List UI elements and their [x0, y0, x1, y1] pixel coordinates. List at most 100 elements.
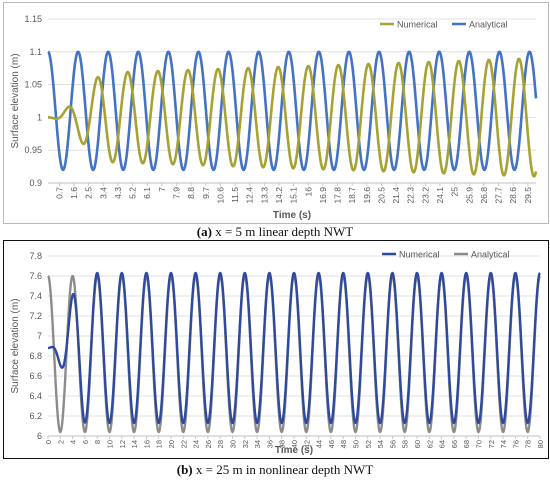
x-tick-label-b-21: 42 [302, 440, 311, 448]
x-tick-label-a-16: 15.1 [289, 187, 299, 204]
y-tick-label-b-6: 7.2 [29, 311, 42, 321]
y-tick-label-b-9: 7.8 [29, 251, 42, 261]
x-tick-label-b-33: 66 [450, 440, 459, 448]
x-tick-label-b-15: 30 [229, 440, 238, 448]
caption-a-text: x = 5 m linear depth NWT [215, 224, 354, 239]
x-tick-label-b-22: 44 [315, 440, 324, 448]
y-tick-label-b-3: 6.6 [29, 371, 42, 381]
y-tick-label-b-1: 6.2 [29, 411, 42, 421]
x-tick-label-b-2: 4 [69, 440, 78, 444]
caption-b-label: (b) [176, 462, 193, 477]
x-tick-label-a-20: 18.7 [347, 187, 357, 204]
x-tick-label-a-2: 2.5 [84, 187, 94, 199]
legend-label-b-1: Analytical [471, 250, 510, 260]
x-tick-label-a-12: 11.5 [230, 187, 240, 203]
x-tick-label-b-17: 34 [253, 440, 262, 448]
x-tick-label-b-16: 32 [241, 440, 250, 448]
x-tick-label-a-27: 25 [450, 187, 460, 197]
x-tick-label-a-14: 13.3 [259, 187, 269, 204]
legend-label-a-0: Numerical [397, 20, 438, 30]
y-tick-label-a-3: 1.05 [24, 80, 42, 90]
x-tick-label-a-1: 1.6 [69, 187, 79, 199]
x-tick-label-b-36: 72 [487, 440, 496, 448]
x-tick-label-b-5: 10 [106, 440, 115, 448]
y-tick-label-a-1: 0.95 [24, 145, 42, 155]
x-tick-label-a-5: 5.2 [128, 187, 138, 199]
x-tick-label-b-10: 20 [167, 440, 176, 448]
y-tick-label-a-5: 1.15 [24, 14, 42, 24]
y-tick-label-a-4: 1.1 [29, 47, 42, 57]
x-tick-label-a-29: 26.8 [479, 187, 489, 204]
x-tick-label-b-12: 24 [192, 440, 201, 448]
x-tick-label-a-19: 17.8 [333, 187, 343, 204]
y-tick-label-b-2: 6.4 [29, 391, 42, 401]
x-tick-label-a-23: 21.4 [391, 187, 401, 204]
x-tick-label-b-1: 2 [56, 440, 65, 444]
x-axis-label-b: Time (s) [275, 445, 313, 456]
x-tick-label-a-24: 22.3 [406, 187, 416, 204]
x-tick-label-b-0: 0 [44, 440, 53, 444]
x-tick-label-a-18: 16.9 [318, 187, 328, 204]
chart-panel-b: 6 6.2 6.4 6.6 6.8 7 7.2 7.4 7.6 7.8 0 2 4 6 8 10 12 14 16 1… [3, 240, 549, 459]
x-tick-label-b-9: 18 [155, 440, 164, 448]
series-line-b-analytical [47, 274, 541, 434]
x-tick-label-b-31: 62 [425, 440, 434, 448]
x-tick-label-a-10: 9.7 [201, 187, 211, 199]
y-tick-label-a-2: 1 [37, 112, 42, 122]
x-tick-label-a-4: 4.3 [113, 187, 123, 199]
x-tick-label-b-8: 16 [142, 440, 151, 448]
x-tick-label-b-6: 12 [118, 440, 127, 448]
y-axis-label-a: Surface elevation (m) [10, 53, 21, 148]
caption-b-text: x = 25 m in nonlinear depth NWT [195, 462, 374, 477]
y-tick-label-b-0: 6 [37, 431, 42, 441]
x-tick-label-a-28: 25.9 [464, 187, 474, 204]
x-tick-label-b-20: 40 [290, 440, 299, 448]
legend-label-b-0: Numerical [399, 250, 440, 260]
x-tick-label-b-23: 46 [327, 440, 336, 448]
x-tick-label-b-3: 6 [81, 440, 90, 444]
y-tick-label-b-4: 6.8 [29, 351, 42, 361]
x-tick-label-b-18: 36 [265, 440, 274, 448]
x-tick-label-b-28: 56 [388, 440, 397, 448]
x-tick-label-b-40: 80 [536, 440, 545, 448]
x-tick-label-b-29: 58 [401, 440, 410, 448]
x-tick-label-b-37: 74 [499, 440, 508, 448]
x-tick-label-b-26: 52 [364, 440, 373, 448]
x-tick-label-a-8: 7.9 [172, 187, 182, 199]
y-tick-label-b-7: 7.4 [29, 291, 42, 301]
x-tick-label-b-4: 8 [93, 440, 102, 444]
chart-a-svg: 0.9 0.95 1 1.05 1.1 1.15 0.7 1.6 2.5 3.4 4.3 5.2 6.1… [10, 14, 538, 221]
x-tick-label-a-0: 0.7 [54, 187, 64, 199]
caption-a: (a) x = 5 m linear depth NWT [0, 224, 550, 240]
x-tick-label-a-31: 28.6 [508, 187, 518, 204]
caption-a-label: (a) [196, 224, 212, 239]
y-tick-label-a-0: 0.9 [29, 178, 42, 188]
y-tick-label-b-8: 7.6 [29, 271, 42, 281]
x-tick-label-a-9: 8.8 [186, 187, 196, 199]
x-tick-label-b-35: 70 [475, 440, 484, 448]
x-tick-label-b-25: 50 [352, 440, 361, 448]
chart-panel-a: 0.9 0.95 1 1.05 1.1 1.15 0.7 1.6 2.5 3.4 4.3 5.2 6.1… [3, 2, 549, 224]
x-tick-label-b-14: 28 [216, 440, 225, 448]
x-tick-label-a-15: 14.2 [274, 187, 284, 204]
x-tick-label-b-19: 38 [278, 440, 287, 448]
x-tick-label-a-25: 23.2 [420, 187, 430, 204]
x-tick-label-a-30: 27.7 [494, 187, 504, 204]
series-line-a-analytical [47, 50, 538, 172]
x-tick-label-a-11: 10.6 [215, 187, 225, 204]
x-tick-label-b-30: 60 [413, 440, 422, 448]
x-tick-label-a-7: 7 [157, 187, 167, 192]
legend-label-a-1: Analytical [469, 20, 508, 30]
x-tick-label-a-22: 20.5 [376, 187, 386, 204]
x-tick-label-b-24: 48 [339, 440, 348, 448]
x-tick-label-b-34: 68 [462, 440, 471, 448]
x-tick-label-a-13: 12.4 [245, 187, 255, 204]
x-tick-label-a-32: 29.5 [523, 187, 533, 204]
x-tick-label-b-39: 78 [524, 440, 533, 448]
x-tick-label-a-6: 6.1 [142, 187, 152, 199]
x-tick-label-b-7: 14 [130, 440, 139, 448]
series-line-a-numerical [47, 57, 538, 178]
x-tick-label-b-13: 26 [204, 440, 213, 448]
y-axis-label-b: Surface elevation (m) [10, 298, 21, 393]
series-line-b-numerical [47, 271, 541, 425]
